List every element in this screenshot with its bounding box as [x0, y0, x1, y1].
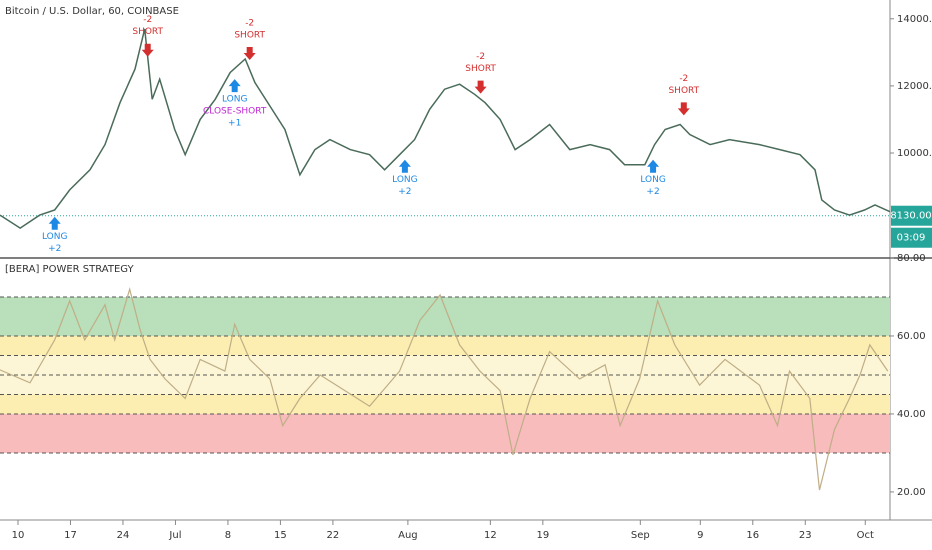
signal-label: +2	[398, 187, 411, 197]
signal-label: +2	[48, 244, 61, 254]
y-tick-label: 80.00	[897, 253, 926, 264]
x-tick-label: Sep	[631, 530, 650, 541]
pane-title: [BERA] POWER STRATEGY	[5, 264, 135, 275]
x-tick-label: 19	[536, 530, 549, 541]
signal-label: SHORT	[234, 31, 265, 41]
x-tick-label: Oct	[857, 530, 874, 541]
short-arrow	[677, 102, 690, 116]
x-tick-label: Aug	[398, 530, 418, 541]
x-tick-label: 17	[64, 530, 77, 541]
signal-label: -2	[679, 74, 688, 84]
x-tick-label: 9	[697, 530, 703, 541]
long-arrow	[228, 79, 241, 93]
y-tick-label: 20.00	[897, 487, 926, 498]
signal-label: -2	[476, 52, 485, 62]
x-tick-label: 23	[799, 530, 812, 541]
x-tick-label: 15	[274, 530, 287, 541]
last-price-label: 8130.00	[890, 211, 931, 222]
short-arrow	[141, 43, 154, 57]
x-tick-label: 10	[12, 530, 25, 541]
signal-label: SHORT	[132, 27, 163, 37]
series-line	[0, 286, 889, 491]
signal-label: LONG	[392, 175, 418, 185]
y-tick-label: 60.00	[897, 331, 926, 342]
y-tick-label: 10000.00	[897, 148, 932, 159]
y-tick-label: 40.00	[897, 409, 926, 420]
x-tick-label: 24	[117, 530, 130, 541]
short-arrow	[474, 80, 487, 94]
countdown: 03:09	[897, 233, 926, 244]
signal-label: +1	[228, 119, 241, 129]
zone	[0, 335, 890, 356]
signal-label: LONG	[222, 95, 248, 105]
x-tick-label: 8	[225, 530, 231, 541]
x-tick-label: Jul	[168, 530, 181, 541]
countdown-box	[891, 227, 932, 248]
signal-label: LONG	[42, 232, 68, 242]
long-arrow	[647, 159, 660, 173]
x-tick-label: 16	[746, 530, 759, 541]
zone	[0, 296, 890, 336]
short-arrow	[243, 47, 256, 61]
x-tick-label: 12	[484, 530, 497, 541]
zone	[0, 413, 890, 453]
series-line	[0, 28, 891, 229]
x-tick-label: 22	[327, 530, 340, 541]
signal-label: -2	[143, 15, 152, 25]
last-price-box	[891, 205, 932, 226]
signal-label: SHORT	[668, 86, 699, 96]
long-arrow	[48, 216, 61, 230]
signal-label: SHORT	[465, 64, 496, 74]
signal-label: LONG	[640, 175, 666, 185]
y-tick-label: 14000.00	[897, 14, 932, 25]
y-tick-label: 12000.00	[897, 81, 932, 92]
signal-label: +2	[646, 187, 659, 197]
pane-title: Bitcoin / U.S. Dollar, 60, COINBASE	[5, 6, 179, 17]
signal-label: CLOSE-SHORT	[203, 107, 267, 117]
zone	[0, 394, 890, 414]
long-arrow	[398, 159, 411, 173]
signal-label: -2	[245, 19, 254, 29]
